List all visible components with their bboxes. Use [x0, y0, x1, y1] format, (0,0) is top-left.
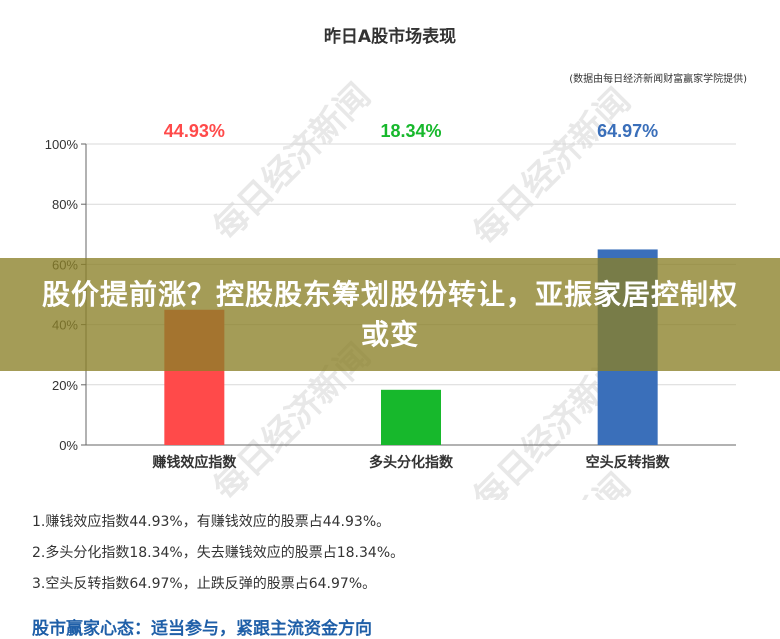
y-tick-label: 80%: [52, 197, 78, 212]
slogan: 股市赢家心态：适当参与，紧跟主流资金方向: [32, 619, 372, 639]
notes-list: 1.赚钱效应指数44.93%，有赚钱效应的股票占44.93%。 2.多头分化指数…: [32, 512, 404, 605]
headline-banner: 股价提前涨？控股股东筹划股份转让，亚振家居控制权或变: [0, 258, 780, 371]
note-item: 2.多头分化指数18.34%，失去赚钱效应的股票占18.34%。: [32, 545, 405, 561]
x-tick-label: 多头分化指数: [369, 454, 454, 471]
data-label: 44.93%: [164, 121, 225, 141]
note-item: 3.空头反转指数64.97%，止跌反弹的股票占64.97%。: [32, 576, 377, 592]
headline-text: 股价提前涨？控股股东筹划股份转让，亚振家居控制权或变: [41, 277, 738, 351]
watermark-text: 每日经济新闻: [206, 76, 379, 249]
y-tick-label: 20%: [52, 378, 78, 393]
note-item: 1.赚钱效应指数44.93%，有赚钱效应的股票占44.93%。: [32, 514, 391, 530]
data-label: 64.97%: [597, 121, 658, 141]
x-tick-label: 空头反转指数: [586, 454, 671, 471]
data-label: 18.34%: [380, 121, 441, 141]
bar: [381, 389, 441, 445]
source-note: (数据由每日经济新闻财富赢家学院提供): [569, 74, 747, 85]
y-tick-label: 100%: [45, 137, 79, 152]
bar-chart: 每日经济新闻每日经济新闻每日经济新闻每日经济新闻每日经济新闻 0%20%40%6…: [45, 76, 736, 500]
x-tick-label: 赚钱效应指数: [151, 454, 237, 471]
y-tick-label: 0%: [59, 438, 78, 453]
watermark-text: 每日经济新闻: [466, 81, 639, 254]
chart-title: 昨日A股市场表现: [323, 27, 457, 47]
